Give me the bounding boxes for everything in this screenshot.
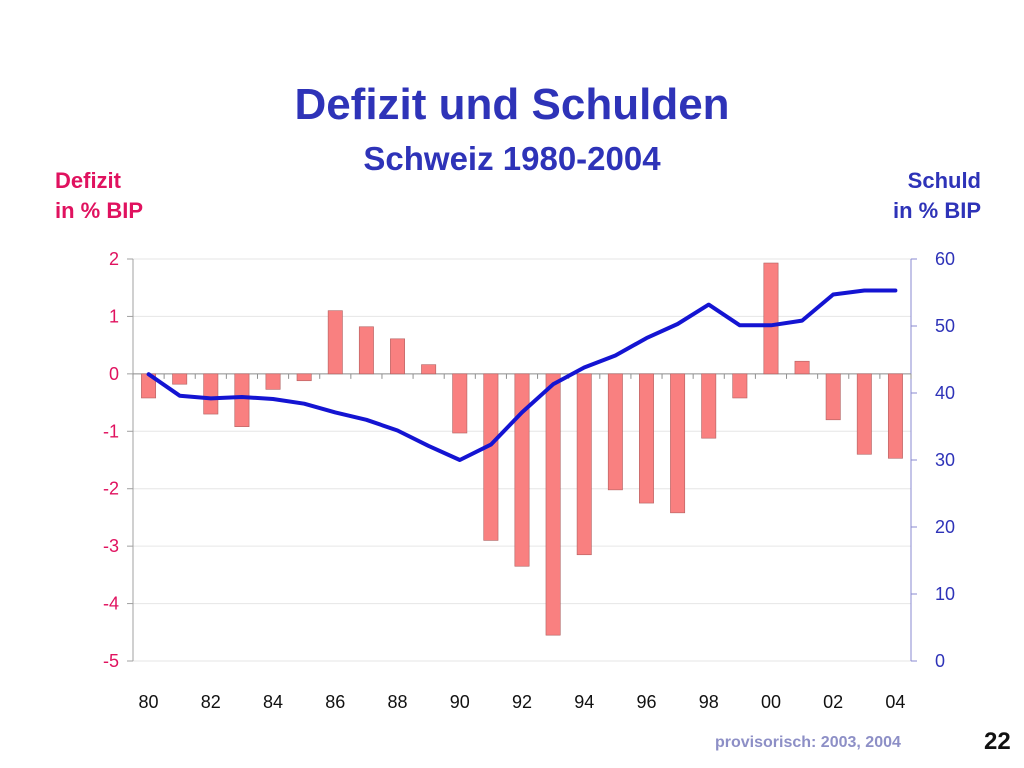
- x-tick-label: 00: [761, 692, 781, 712]
- deficit-bar-2003: [856, 373, 872, 455]
- deficit-bar-1993: [545, 373, 561, 636]
- left-tick-label: -3: [103, 536, 119, 556]
- right-axis-title: Schuld in % BIP: [893, 166, 981, 226]
- left-tick-label: 0: [109, 364, 119, 384]
- x-tick-label: 88: [388, 692, 408, 712]
- deficit-bar-1991: [483, 373, 499, 541]
- chart-subtitle: Schweiz 1980-2004: [363, 140, 661, 177]
- deficit-bar-1997: [670, 373, 686, 514]
- x-tick-label: 84: [263, 692, 283, 712]
- deficit-bar-1982: [203, 373, 219, 415]
- deficit-bar-1988: [390, 338, 405, 375]
- left-tick-label: -1: [103, 421, 119, 441]
- deficit-bar-1984: [265, 373, 281, 390]
- x-tick-label: 04: [885, 692, 905, 712]
- left-axis-title: Defizit in % BIP: [55, 166, 143, 226]
- left-axis-title-line-1: Defizit: [55, 168, 121, 193]
- deficit-bar-1985: [296, 373, 312, 382]
- x-tick-label: 82: [201, 692, 221, 712]
- chart-title: Defizit und Schulden: [294, 80, 730, 129]
- deficit-bar-1986: [327, 310, 343, 375]
- right-tick-label: 50: [935, 316, 955, 336]
- deficit-bar-1992: [514, 373, 530, 567]
- left-axis-title-line-2: in % BIP: [55, 198, 144, 223]
- deficit-bar-2001: [794, 360, 810, 375]
- deficit-bar-1990: [452, 373, 468, 434]
- footnote: provisorisch: 2003, 2004: [715, 734, 901, 751]
- deficit-bar-1998: [701, 373, 717, 439]
- deficit-bar-2002: [825, 373, 841, 421]
- deficit-bar-1999: [732, 373, 748, 399]
- right-tick-label: 60: [935, 249, 955, 269]
- deficit-bar-2004: [887, 373, 903, 459]
- deficit-bar-2000: [763, 262, 779, 375]
- x-tick-label: 96: [636, 692, 656, 712]
- deficit-bar-1987: [358, 326, 374, 375]
- left-tick-label: 1: [109, 306, 119, 326]
- x-tick-label: 02: [823, 692, 843, 712]
- left-tick-label: -2: [103, 479, 119, 499]
- left-tick-label: -4: [103, 594, 119, 614]
- deficit-bar-1994: [576, 373, 592, 556]
- x-tick-label: 80: [139, 692, 159, 712]
- right-tick-label: 0: [935, 651, 945, 671]
- deficit-bar-1996: [639, 373, 654, 504]
- right-tick-label: 10: [935, 584, 955, 604]
- left-tick-label: 2: [109, 249, 119, 269]
- x-tick-label: 94: [574, 692, 594, 712]
- left-tick-label: -5: [103, 651, 119, 671]
- right-tick-label: 30: [935, 450, 955, 470]
- right-axis-title-line-2: in % BIP: [892, 198, 981, 223]
- deficit-bar-1983: [234, 373, 250, 427]
- x-tick-label: 98: [699, 692, 719, 712]
- deficit-bar-1981: [172, 373, 188, 385]
- right-tick-label: 20: [935, 517, 955, 537]
- deficit-bar-1989: [421, 364, 437, 375]
- x-tick-label: 92: [512, 692, 532, 712]
- x-tick-label: 86: [325, 692, 345, 712]
- x-tick-label: 90: [450, 692, 470, 712]
- deficit-bar-1995: [607, 373, 623, 491]
- right-tick-label: 40: [935, 383, 955, 403]
- page-number: 22: [984, 728, 1011, 755]
- right-axis-title-line-1: Schuld: [907, 168, 981, 193]
